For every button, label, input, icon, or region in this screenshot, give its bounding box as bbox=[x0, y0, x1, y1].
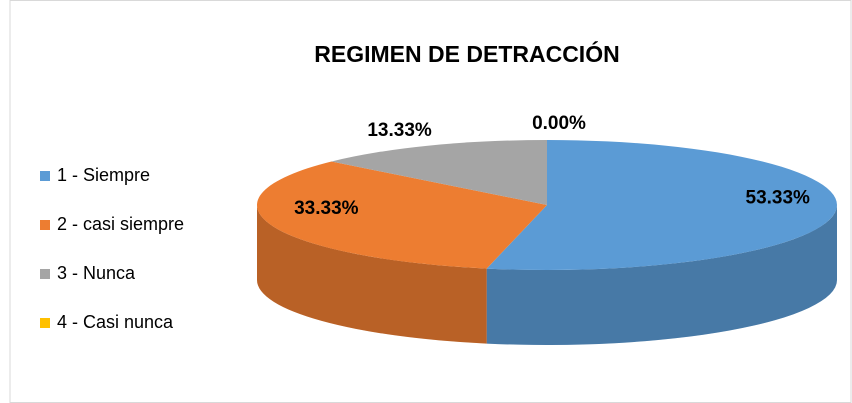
legend-swatch bbox=[40, 220, 50, 230]
data-label: 0.00% bbox=[532, 113, 586, 134]
slice-side-shade bbox=[257, 205, 487, 344]
slice-side bbox=[486, 205, 837, 345]
legend-label: 2 - casi siempre bbox=[57, 214, 184, 234]
data-label: 53.33% bbox=[746, 187, 811, 208]
legend-swatch bbox=[40, 171, 50, 181]
legend-swatch bbox=[40, 318, 50, 328]
slice bbox=[331, 140, 547, 205]
slice-side bbox=[257, 205, 487, 344]
slice-side-shade bbox=[486, 205, 837, 345]
legend-swatch bbox=[40, 269, 50, 279]
legend-label: 4 - Casi nunca bbox=[57, 312, 174, 332]
legend-label: 3 - Nunca bbox=[57, 263, 136, 283]
data-label: 13.33% bbox=[367, 120, 432, 141]
data-label: 33.33% bbox=[294, 198, 359, 219]
legend-label: 1 - Siempre bbox=[57, 165, 150, 185]
chart-title: REGIMEN DE DETRACCIÓN bbox=[314, 40, 619, 67]
slice bbox=[486, 140, 838, 270]
slice bbox=[256, 161, 547, 269]
